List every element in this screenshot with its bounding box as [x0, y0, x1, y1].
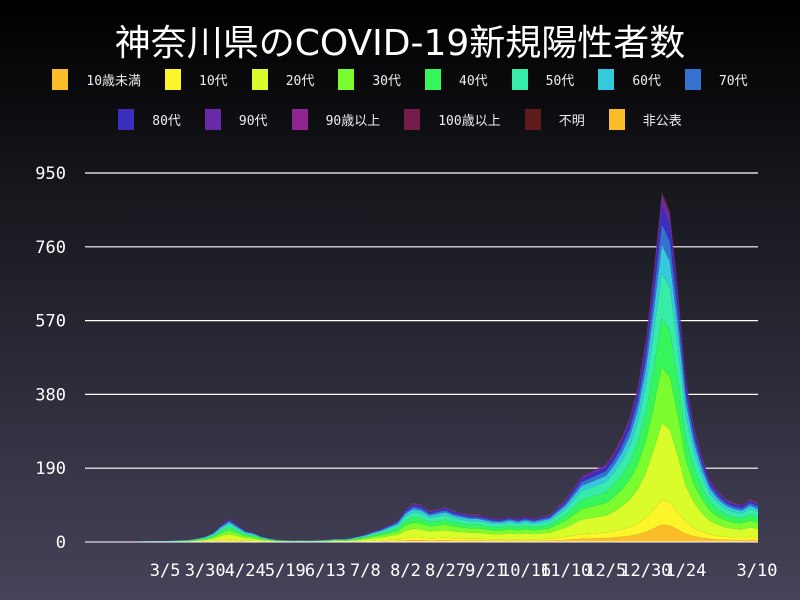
legend-label: 100歳以上 — [438, 114, 501, 129]
x-tick-label: 9/21 — [465, 561, 506, 581]
x-tick-label: 6/13 — [305, 561, 346, 581]
legend-label: 非公表 — [642, 114, 682, 129]
legend-label: 10歳未満 — [86, 74, 142, 89]
legend-label: 20代 — [285, 74, 315, 89]
legend-swatch — [511, 69, 528, 90]
x-tick-label: 4/24 — [225, 561, 266, 581]
legend-row-2: 80代 90代 90歳以上 100歳以上 不明 非公表 — [0, 109, 800, 130]
legend-swatch — [165, 69, 182, 90]
legend-item: 20代 — [251, 69, 315, 90]
x-tick-label: 11/10 — [540, 561, 591, 581]
legend-item: 60代 — [598, 69, 661, 90]
legend-label: 40代 — [459, 74, 488, 89]
x-tick-label: 7/8 — [350, 561, 381, 581]
legend-label: 不明 — [558, 114, 585, 129]
chart-title: 神奈川県のCOVID-19新規陽性者数 — [114, 23, 686, 64]
x-tick-label: 12/30 — [620, 561, 671, 581]
legend-swatch — [204, 109, 221, 130]
y-tick-label: 380 — [35, 385, 66, 405]
y-tick-label: 0 — [56, 533, 66, 553]
legend-swatch — [684, 69, 701, 90]
x-tick-label: 10/16 — [500, 561, 551, 581]
x-tick-label: 3/10 — [737, 561, 778, 581]
legend-label: 30代 — [372, 74, 401, 89]
legend-swatch — [118, 109, 135, 130]
legend-swatch — [404, 109, 421, 130]
legend-item: 50代 — [511, 69, 575, 90]
legend-item: 100歳以上 — [404, 109, 501, 130]
y-tick-label: 190 — [35, 459, 66, 479]
x-tick-label: 8/27 — [425, 561, 466, 581]
legend-swatch — [291, 109, 308, 130]
legend-item: 不明 — [524, 109, 585, 130]
legend-swatch — [608, 109, 625, 130]
legend-label: 80代 — [152, 114, 181, 129]
legend-label: 60代 — [632, 74, 661, 89]
x-tick-label: 8/2 — [390, 561, 421, 581]
legend-label: 10代 — [199, 74, 228, 89]
series-area-0 — [85, 524, 758, 542]
legend-item: 80代 — [118, 109, 181, 130]
legend-swatch — [52, 69, 69, 90]
legend-item: 30代 — [338, 69, 401, 90]
y-tick-label: 760 — [35, 238, 66, 258]
x-tick-label: 1/24 — [665, 561, 706, 581]
x-tick-label: 3/30 — [185, 561, 226, 581]
legend-label: 90代 — [238, 114, 268, 129]
legend-label: 90歳以上 — [325, 114, 381, 129]
legend-swatch — [338, 69, 355, 90]
x-tick-label: 12/5 — [585, 561, 626, 581]
legend-label: 50代 — [545, 74, 575, 89]
legend-swatch — [251, 69, 268, 90]
legend-item: 90歳以上 — [291, 109, 381, 130]
legend-item: 10歳未満 — [52, 69, 141, 90]
legend-swatch — [524, 109, 541, 130]
y-tick-label: 950 — [35, 164, 66, 184]
x-tick-label: 5/19 — [265, 561, 306, 581]
legend-item: 90代 — [204, 109, 268, 130]
legend-label: 70代 — [718, 74, 748, 89]
legend-item: 非公表 — [608, 109, 682, 130]
legend-row-1: 10歳未満 10代 20代 30代 40代 50代 60代 70代 — [0, 69, 800, 90]
legend-item: 10代 — [165, 69, 228, 90]
legend-swatch — [425, 69, 441, 90]
y-tick-label: 570 — [35, 312, 66, 332]
x-tick-label: 3/5 — [150, 561, 181, 581]
legend-item: 40代 — [425, 69, 488, 90]
legend-swatch — [598, 69, 615, 90]
legend-item: 70代 — [684, 69, 748, 90]
